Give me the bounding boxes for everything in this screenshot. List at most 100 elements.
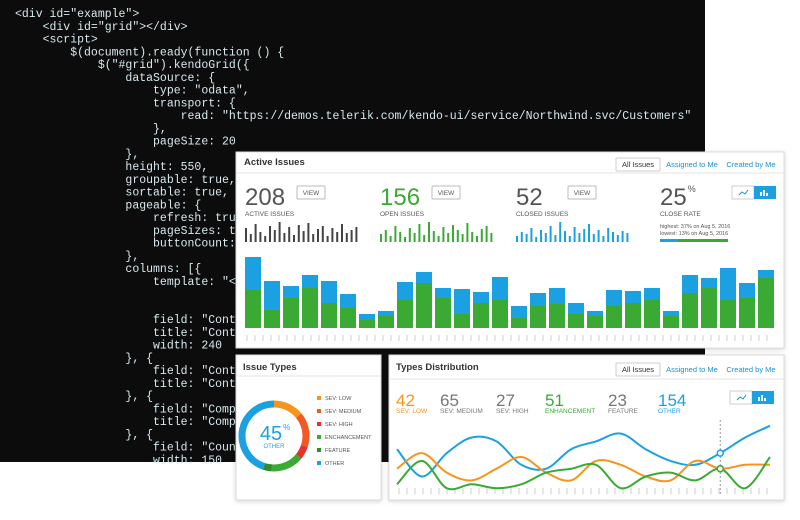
bar-segment <box>663 316 679 328</box>
bar-segment <box>663 311 679 316</box>
bar-segment <box>682 293 698 328</box>
bar-segment <box>549 304 565 328</box>
bar-segment <box>587 316 603 328</box>
bar-segment <box>606 306 622 328</box>
view-button-label[interactable]: VIEW <box>303 190 320 197</box>
bar-segment <box>511 306 527 318</box>
bar-segment <box>625 291 641 303</box>
type-value: 27 <box>496 391 515 410</box>
donut-segment <box>238 400 310 472</box>
tab[interactable]: Created by Me <box>726 160 775 169</box>
bar-segment <box>492 277 508 300</box>
spark-bar <box>297 225 300 242</box>
tab[interactable]: Created by Me <box>726 365 775 374</box>
tab[interactable]: Assigned to Me <box>666 160 718 169</box>
bar-segment <box>644 288 660 300</box>
spark-bar <box>259 232 262 242</box>
bar-segment <box>397 282 413 300</box>
legend-label: SEV: HIGH <box>325 422 353 428</box>
tab-active[interactable] <box>615 157 661 172</box>
spark-bar <box>389 236 392 242</box>
spark-bar <box>554 235 557 242</box>
bar-segment <box>492 300 508 328</box>
bar-segment <box>720 268 736 300</box>
bar-segment <box>758 270 774 278</box>
bar-segment <box>340 308 356 328</box>
bar-segment <box>454 289 470 314</box>
view-button-label[interactable]: VIEW <box>574 190 591 197</box>
legend-label: ENCHANCEMENT <box>325 435 372 441</box>
code-line: field: "Conta <box>15 314 243 327</box>
spark-bar <box>447 233 450 242</box>
close-rate-bar <box>678 239 728 242</box>
bar-segment <box>644 300 660 328</box>
line-icon <box>738 189 749 196</box>
bar-segment <box>549 288 565 304</box>
code-line: sortable: true, <box>15 187 229 200</box>
bar-segment <box>378 311 394 316</box>
type-label: SEV: LOW <box>396 408 428 415</box>
spark-bar <box>432 231 435 242</box>
legend-label: SEV: LOW <box>325 396 352 402</box>
bar-segment <box>739 298 755 328</box>
spark-bar <box>302 231 305 242</box>
spark-bar <box>350 230 353 242</box>
code-line: }, { <box>15 352 153 365</box>
close-rate-value: 25 <box>660 184 687 211</box>
tab[interactable]: All Issues <box>622 160 654 169</box>
code-line: $("#grid").kendoGrid({ <box>15 59 250 72</box>
code-line: width: 240 <box>15 340 222 353</box>
tab[interactable]: Assigned to Me <box>666 365 718 374</box>
tab[interactable]: All Issues <box>622 365 654 374</box>
donut-segment <box>238 400 310 472</box>
bar-segment <box>416 272 432 283</box>
spark-bar <box>321 226 324 242</box>
bar-segment <box>321 281 337 303</box>
spark-bar <box>461 234 464 242</box>
tab-active[interactable] <box>615 362 661 377</box>
spark-bar <box>485 226 488 242</box>
spark-bar <box>568 236 571 242</box>
code-line: field: "Conta <box>15 365 243 378</box>
code-line: type: "odata", <box>15 85 250 98</box>
line-icon <box>736 394 747 401</box>
spark-bar <box>278 222 281 242</box>
spark-bar <box>530 228 533 242</box>
bar-segment <box>758 278 774 328</box>
close-rate-lowest: lowest: 13% on Aug 5, 2016 <box>660 231 728 237</box>
code-line: title: "Conta <box>15 327 243 340</box>
spark-bar <box>399 232 402 242</box>
panel-title: Types Distribution <box>396 362 479 373</box>
spark-bar <box>394 226 397 242</box>
close-rate-bar <box>660 239 678 242</box>
spark-bar <box>535 237 538 242</box>
code-line: read: "https://demos.telerik.com/kendo-u… <box>15 110 691 123</box>
bar-segment <box>245 290 261 328</box>
bar-segment <box>568 303 584 314</box>
view-button[interactable] <box>296 185 326 200</box>
view-button-label[interactable]: VIEW <box>438 190 455 197</box>
code-line: title: "Conta <box>15 378 243 391</box>
view-button[interactable] <box>431 185 461 200</box>
spark-bar <box>621 231 624 242</box>
spark-bar <box>597 230 600 242</box>
code-line: <div id="grid"></div> <box>15 21 188 34</box>
spark-bar <box>404 237 406 242</box>
type-value: 154 <box>658 391 686 410</box>
hover-point <box>716 464 725 473</box>
spark-bar <box>423 235 426 242</box>
stat-value: 52 <box>516 184 543 211</box>
type-value: 23 <box>608 391 627 410</box>
donut-center-unit: % <box>283 423 290 432</box>
code-line: groupable: true, <box>15 174 236 187</box>
spark-bar <box>380 234 382 242</box>
code-line: columns: [{ <box>15 263 201 276</box>
spark-bar <box>583 229 586 242</box>
bar-segment <box>359 320 375 328</box>
bar-segment <box>302 288 318 328</box>
stat-label: ACTIVE ISSUES <box>245 211 295 218</box>
code-line: $(document).ready(function () { <box>15 46 284 59</box>
view-button[interactable] <box>567 185 597 200</box>
bar-segment <box>283 298 299 328</box>
spark-bar <box>326 236 329 242</box>
